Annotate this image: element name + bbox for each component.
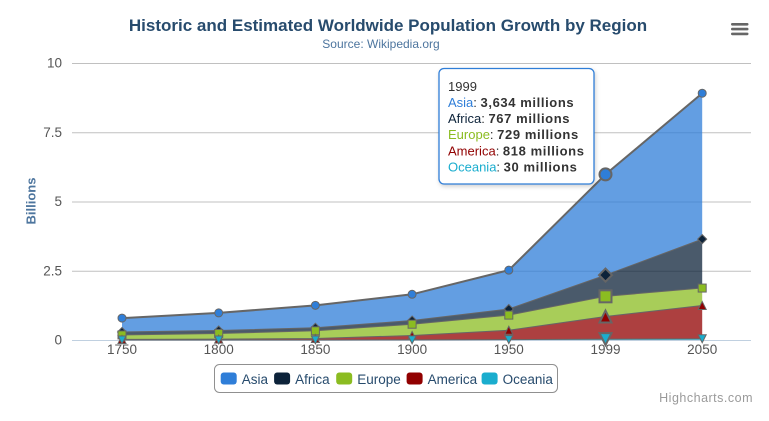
svg-text:America: America — [428, 372, 478, 387]
svg-text:Asia: Asia — [242, 372, 269, 387]
svg-text:1900: 1900 — [397, 342, 427, 357]
svg-text:1999: 1999 — [590, 342, 620, 357]
svg-text:1999: 1999 — [448, 79, 477, 94]
svg-text:Africa: 767 millions: Africa: 767 millions — [448, 111, 570, 126]
svg-text:Europe: 729 millions: Europe: 729 millions — [448, 127, 579, 142]
svg-text:Historic and Estimated Worldwi: Historic and Estimated Worldwide Populat… — [129, 16, 647, 35]
svg-text:1800: 1800 — [204, 342, 234, 357]
svg-text:Oceania: 30 millions: Oceania: 30 millions — [448, 159, 577, 174]
svg-text:Highcharts.com: Highcharts.com — [659, 391, 753, 405]
svg-text:Oceania: Oceania — [503, 372, 554, 387]
svg-text:10: 10 — [47, 56, 62, 71]
svg-text:1750: 1750 — [107, 342, 137, 357]
svg-text:5: 5 — [54, 194, 62, 209]
svg-text:Billions: Billions — [24, 178, 39, 225]
svg-text:2050: 2050 — [687, 342, 717, 357]
svg-text:7.5: 7.5 — [43, 125, 62, 140]
svg-text:0: 0 — [54, 333, 62, 348]
svg-text:2.5: 2.5 — [43, 263, 62, 278]
svg-text:Africa: Africa — [295, 372, 330, 387]
svg-text:Asia: 3,634 millions: Asia: 3,634 millions — [448, 95, 574, 110]
svg-text:Europe: Europe — [357, 372, 401, 387]
svg-text:Source: Wikipedia.org: Source: Wikipedia.org — [322, 37, 439, 51]
svg-text:1850: 1850 — [300, 342, 330, 357]
svg-text:1950: 1950 — [494, 342, 524, 357]
svg-text:America: 818 millions: America: 818 millions — [448, 143, 585, 158]
